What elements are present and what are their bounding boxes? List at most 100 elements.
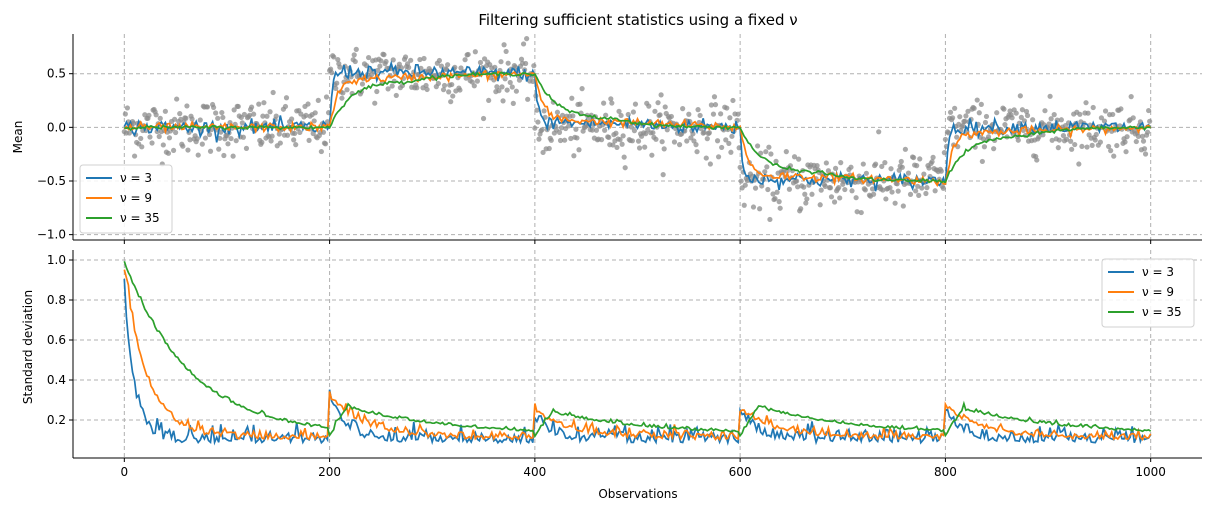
std-line-nu-35 — [123, 260, 1152, 439]
observation-point — [481, 56, 488, 62]
observation-point — [632, 101, 639, 107]
observation-point — [694, 149, 700, 155]
observation-point — [631, 128, 638, 134]
observation-point — [548, 137, 554, 143]
observation-point — [917, 156, 923, 162]
mean-legend-label: ν = 9 — [120, 191, 152, 205]
std-legend-label: ν = 35 — [1142, 305, 1182, 319]
observation-point — [1123, 149, 1129, 155]
observation-point — [147, 134, 153, 140]
observation-point — [289, 116, 295, 122]
observation-point — [620, 133, 626, 139]
observation-point — [389, 83, 395, 89]
observation-point — [657, 112, 663, 118]
observation-point — [887, 185, 893, 191]
observation-point — [1002, 121, 1008, 128]
observation-point — [184, 103, 190, 109]
observation-point — [614, 144, 620, 151]
observation-point — [189, 116, 195, 122]
observation-point — [613, 130, 619, 136]
observation-point — [703, 155, 709, 161]
observation-point — [1069, 146, 1075, 152]
observation-point — [723, 137, 729, 143]
std-panel: 0.2 0.4 0.6 0.8 1.0 0 200 400 600 800 1000 ν = 3 ν =… — [47, 250, 1202, 479]
observation-point — [849, 188, 855, 194]
observation-point — [598, 137, 605, 143]
observation-point — [764, 164, 770, 170]
observation-point — [798, 206, 804, 212]
observation-point — [216, 146, 222, 152]
mean-line-nu-9 — [123, 69, 1152, 188]
observation-point — [962, 118, 968, 124]
observation-point — [283, 95, 290, 101]
observation-point — [449, 81, 455, 88]
observation-point — [757, 206, 763, 212]
observation-point — [211, 104, 217, 111]
observation-point — [610, 142, 616, 148]
observation-point — [606, 134, 612, 140]
observation-point — [322, 141, 329, 147]
observation-point — [228, 135, 234, 142]
observation-point — [381, 52, 387, 58]
observation-point — [1060, 133, 1067, 139]
observation-point — [609, 100, 615, 106]
observation-point — [774, 189, 780, 195]
observation-point — [619, 141, 625, 147]
observation-point — [919, 185, 925, 191]
observation-point — [724, 105, 730, 111]
observation-point — [157, 115, 163, 121]
observation-point — [1079, 143, 1085, 150]
observation-point — [365, 54, 372, 61]
observation-point — [174, 96, 180, 102]
observation-point — [1018, 114, 1024, 120]
observation-point — [474, 78, 480, 84]
observation-point — [608, 96, 614, 102]
observation-point — [772, 195, 778, 202]
observation-point — [248, 104, 255, 110]
observation-point — [273, 113, 279, 119]
observation-point — [207, 148, 214, 154]
observation-point — [915, 183, 921, 189]
observation-point — [138, 135, 144, 142]
observation-point — [165, 150, 172, 156]
observation-point — [1030, 117, 1036, 123]
observation-point — [616, 108, 622, 114]
observation-point — [979, 158, 985, 165]
observation-point — [414, 85, 420, 91]
observation-point — [256, 101, 262, 107]
observation-point — [707, 161, 713, 167]
observation-point — [629, 138, 635, 144]
x-tick-label: 200 — [318, 465, 341, 479]
observation-point — [883, 196, 889, 202]
observation-point — [270, 89, 276, 96]
observation-point — [276, 131, 282, 137]
observation-point — [458, 65, 464, 71]
observation-point — [124, 105, 130, 111]
observation-point — [1051, 112, 1057, 118]
observation-point — [818, 187, 824, 193]
observation-point — [773, 158, 779, 164]
observation-point — [621, 154, 627, 160]
observation-point — [139, 144, 145, 150]
observation-point — [1102, 108, 1109, 114]
observation-point — [738, 178, 744, 184]
observation-point — [541, 108, 547, 114]
observation-point — [162, 108, 168, 114]
y-tick-label: 0.0 — [47, 120, 66, 134]
std-line-nu-3 — [123, 278, 1152, 446]
observation-point — [1077, 111, 1083, 117]
observation-point — [991, 146, 997, 152]
observation-point — [869, 186, 876, 192]
observation-point — [240, 134, 246, 140]
observation-point — [825, 168, 832, 174]
observation-point — [1111, 153, 1117, 159]
observation-point — [351, 52, 357, 58]
observation-point — [870, 191, 877, 197]
observation-point — [343, 74, 349, 80]
observation-point — [576, 147, 582, 153]
observation-point — [708, 102, 714, 108]
observation-point — [1017, 93, 1023, 99]
observation-point — [378, 58, 384, 64]
observation-point — [383, 58, 389, 65]
observation-point — [331, 54, 337, 60]
